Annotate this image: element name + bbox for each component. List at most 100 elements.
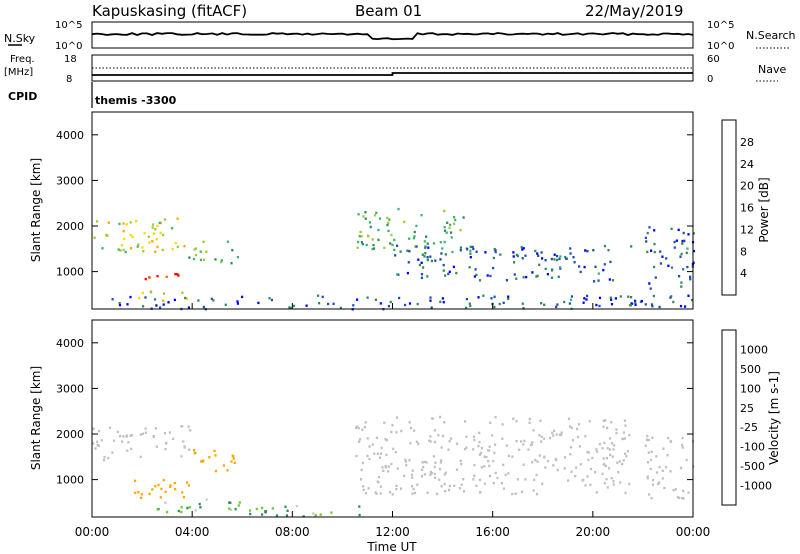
scatter-cell xyxy=(163,292,166,295)
scatter-cell xyxy=(602,457,605,460)
scatter-cell xyxy=(609,453,612,457)
scatter-cell xyxy=(403,474,406,477)
scatter-cell xyxy=(658,465,661,469)
x-tick-label: 00:00 xyxy=(75,525,110,539)
scatter-cell xyxy=(494,471,497,475)
scatter-cell xyxy=(661,477,664,480)
scatter-cell xyxy=(602,419,605,422)
scatter-cell xyxy=(669,296,672,299)
scatter-cell xyxy=(540,251,543,254)
scatter-cell xyxy=(413,235,416,238)
scatter-cell xyxy=(122,435,125,438)
scatter-cell xyxy=(443,229,447,232)
scatter-cell xyxy=(200,460,203,463)
scatter-cell xyxy=(166,510,169,514)
scatter-cell xyxy=(434,476,437,479)
scatter-cell xyxy=(429,435,432,438)
scatter-cell xyxy=(458,487,461,490)
scatter-cell xyxy=(672,488,675,492)
velocity-panel-frame xyxy=(91,319,694,518)
scatter-cell xyxy=(105,233,108,237)
scatter-cell xyxy=(663,486,666,490)
scatter-cell xyxy=(330,511,333,514)
scatter-cell xyxy=(388,218,391,221)
scatter-cell xyxy=(416,302,419,306)
scatter-cell xyxy=(371,238,374,241)
scatter-cell xyxy=(511,455,514,458)
velocity-ylabel: Slant Range [km] xyxy=(29,366,43,470)
scatter-cell xyxy=(92,427,95,430)
scatter-cell xyxy=(450,236,453,239)
scatter-cell xyxy=(148,241,151,244)
scatter-cell xyxy=(387,304,390,308)
noise-tick-top-left: 10^5 xyxy=(55,20,82,31)
scatter-cell xyxy=(378,217,382,220)
scatter-cell xyxy=(608,278,611,281)
scatter-cell xyxy=(477,296,480,299)
velocity-colorbar: 1000 500 100 25 -25 -100 -500 -1000 xyxy=(721,329,772,506)
scatter-cell xyxy=(463,448,467,451)
scatter-cell xyxy=(261,513,264,516)
scatter-cell xyxy=(475,273,478,277)
colorbar-tick-label: 100 xyxy=(740,382,761,395)
scatter-cell xyxy=(598,443,601,446)
scatter-cell xyxy=(690,298,694,302)
scatter-cell xyxy=(129,233,132,237)
scatter-cell xyxy=(187,484,190,487)
scatter-cell xyxy=(408,421,411,424)
scatter-cell xyxy=(524,254,527,257)
scatter-cell xyxy=(158,221,161,224)
scatter-cell xyxy=(682,231,685,235)
scatter-cell xyxy=(405,463,408,467)
scatter-cell xyxy=(425,461,428,464)
scatter-cell xyxy=(358,234,361,238)
scatter-cell xyxy=(241,295,244,299)
scatter-cell xyxy=(426,258,429,262)
scatter-cell xyxy=(469,256,472,259)
scatter-cell xyxy=(376,452,379,455)
scatter-cell xyxy=(155,445,158,448)
colorbar-tick-label: 25 xyxy=(740,402,754,415)
scatter-cell xyxy=(618,460,621,463)
colorbar-tick-label: 8 xyxy=(740,245,747,258)
scatter-cell xyxy=(622,431,625,434)
scatter-cell xyxy=(459,246,462,249)
scatter-cell xyxy=(421,253,424,256)
scatter-cell xyxy=(611,279,615,282)
scatter-cell xyxy=(111,298,114,301)
scatter-cell xyxy=(622,459,625,462)
noise-panel-frame xyxy=(91,21,694,49)
scatter-cell xyxy=(492,266,495,270)
scatter-cell xyxy=(644,236,647,240)
scatter-cell xyxy=(630,245,633,248)
colorbar-frame xyxy=(721,119,737,296)
scatter-cell xyxy=(375,211,378,215)
scatter-cell xyxy=(589,467,592,471)
scatter-cell xyxy=(524,478,527,481)
scatter-cell xyxy=(462,478,465,481)
scatter-cell xyxy=(148,276,151,279)
scatter-cell xyxy=(183,446,186,449)
scatter-cell xyxy=(502,301,505,304)
scatter-cell xyxy=(374,298,377,301)
scatter-cell xyxy=(664,466,668,469)
scatter-cell xyxy=(187,425,190,428)
scatter-cell xyxy=(683,239,686,243)
scatter-cell xyxy=(332,302,335,305)
scatter-cell xyxy=(257,301,260,305)
scatter-cell xyxy=(379,492,382,495)
scatter-cell xyxy=(554,457,557,461)
scatter-cell xyxy=(194,247,197,250)
scatter-cell xyxy=(490,297,493,300)
scatter-cell xyxy=(515,439,518,443)
time-xlabel: Time UT xyxy=(366,540,417,554)
scatter-cell xyxy=(143,232,146,235)
scatter-cell xyxy=(538,263,541,266)
scatter-cell xyxy=(409,442,412,445)
power-y-axis: 1000 2000 3000 4000 xyxy=(56,129,693,279)
scatter-cell xyxy=(156,245,159,249)
scatter-cell xyxy=(357,213,360,216)
scatter-cell xyxy=(469,304,472,308)
scatter-cell xyxy=(151,488,154,491)
scatter-cell xyxy=(172,437,175,440)
